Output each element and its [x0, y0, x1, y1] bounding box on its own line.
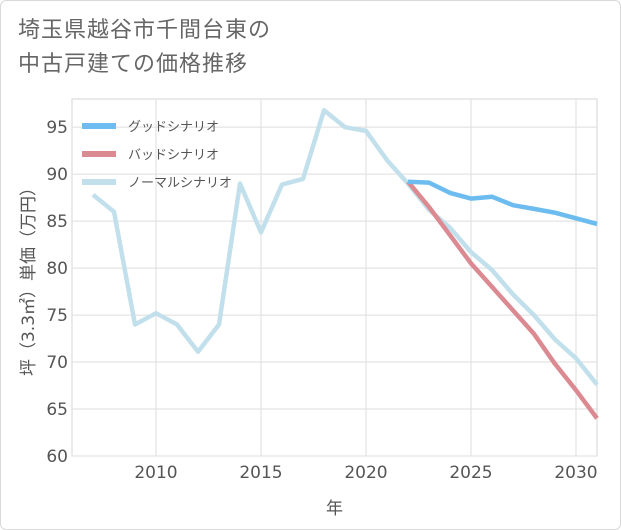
title-line-2: 中古戸建ての価格推移 — [18, 52, 249, 77]
y-tick-label: 85 — [46, 212, 68, 232]
y-tick-label: 75 — [46, 306, 68, 326]
series-line-3 — [91, 108, 599, 387]
legend-label: バッドシナリオ — [128, 148, 219, 163]
x-tick-label: 2030 — [554, 463, 597, 483]
y-tick-label: 95 — [46, 118, 68, 138]
x-tick-label: 2025 — [449, 463, 492, 483]
legend-label: ノーマルシナリオ — [128, 176, 232, 191]
x-tick-label: 2010 — [134, 463, 177, 483]
y-tick-label: 90 — [46, 165, 68, 185]
y-tick-label: 65 — [46, 400, 68, 420]
y-tick-label: 70 — [46, 353, 68, 373]
x-tick-label: 2020 — [344, 463, 387, 483]
y-axis-label: 坪（3.3㎡）単価（万円） — [19, 179, 39, 376]
series-line-2 — [406, 180, 599, 420]
legend-label: グッドシナリオ — [128, 120, 219, 135]
title-line-1: 埼玉県越谷市千間台東の — [18, 18, 272, 43]
chart-title: 埼玉県越谷市千間台東の 中古戸建ての価格推移 — [18, 14, 271, 82]
x-tick-label: 2015 — [239, 463, 282, 483]
series-line-1 — [407, 179, 598, 227]
y-tick-label: 60 — [46, 447, 68, 467]
x-axis-label: 年 — [326, 499, 343, 519]
y-tick-label: 80 — [46, 259, 68, 279]
